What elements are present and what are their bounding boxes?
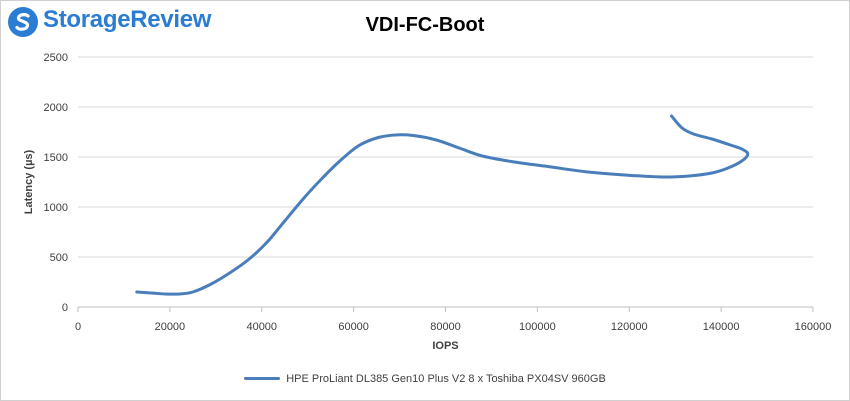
legend: HPE ProLiant DL385 Gen10 Plus V2 8 x Tos…: [1, 371, 849, 385]
x-axis-title: IOPS: [432, 340, 458, 352]
x-tick-label: 40000: [246, 321, 277, 333]
y-axis-title: Latency (µs): [23, 149, 35, 214]
y-tick-label: 500: [50, 252, 68, 264]
x-tick-label: 20000: [155, 321, 186, 333]
legend-item: HPE ProLiant DL385 Gen10 Plus V2 8 x Tos…: [244, 373, 606, 385]
y-tick-label: 2000: [44, 102, 68, 114]
storagereview-logo-icon: [8, 7, 38, 37]
logo-text: StorageReview: [43, 6, 212, 33]
legend-label: HPE ProLiant DL385 Gen10 Plus V2 8 x Tos…: [286, 372, 606, 385]
y-tick-label: 2500: [44, 52, 68, 64]
chart-title: VDI-FC-Boot: [1, 14, 849, 37]
x-tick-label: 80000: [430, 321, 461, 333]
x-tick-label: 0: [75, 321, 81, 333]
y-tick-label: 1000: [44, 202, 68, 214]
x-tick-label: 160000: [795, 321, 832, 333]
storagereview-logo: StorageReview: [7, 5, 237, 41]
series-line: [135, 114, 750, 296]
x-tick-label: 120000: [611, 321, 648, 333]
y-tick-label: 0: [62, 302, 68, 314]
x-tick-label: 100000: [519, 321, 556, 333]
x-tick-label: 60000: [338, 321, 369, 333]
y-tick-label: 1500: [44, 152, 68, 164]
legend-swatch: [244, 377, 281, 380]
chart-title-text: VDI-FC-Boot: [365, 14, 485, 36]
x-tick-label: 140000: [703, 321, 740, 333]
